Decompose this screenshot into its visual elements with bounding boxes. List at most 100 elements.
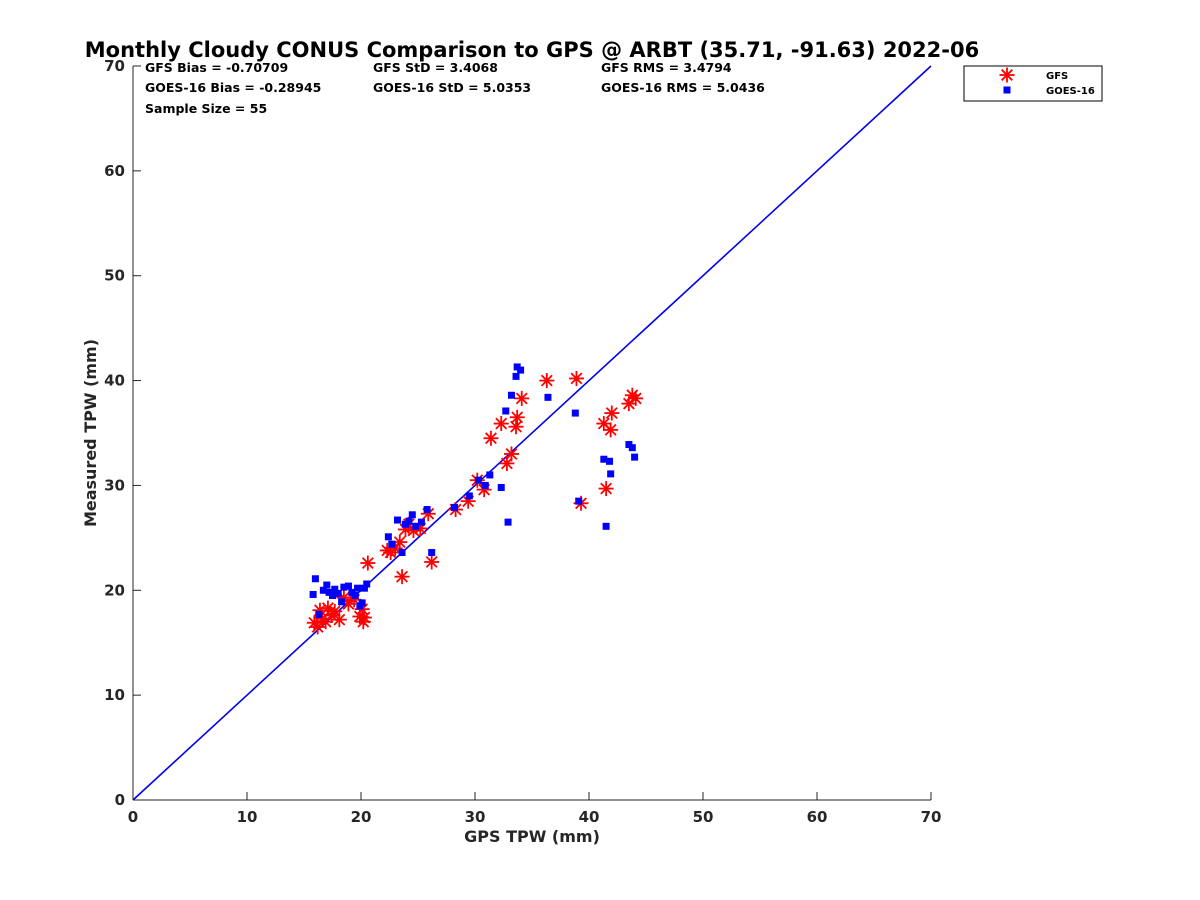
gfs-point (360, 555, 376, 571)
goes16-point (600, 455, 608, 463)
gfs-point (394, 569, 410, 585)
goes16-point (309, 590, 317, 598)
y-tick-label: 60 (104, 162, 125, 180)
goes16-point (502, 407, 510, 415)
x-tick-label: 0 (128, 808, 138, 826)
legend-goes-square (1003, 86, 1011, 94)
legend-gfs-marker (999, 67, 1015, 83)
legend-goes-marker (1003, 86, 1011, 94)
goes16-point (351, 592, 359, 600)
goes16-point (384, 533, 392, 541)
y-tick-label: 0 (115, 791, 125, 809)
goes16-point (388, 540, 396, 548)
gfs-point (331, 612, 347, 628)
stats-block: GFS Bias = -0.70709 GFS StD = 3.4068 GFS… (145, 60, 765, 116)
goes16-point (486, 471, 494, 479)
goes16-point (405, 517, 413, 525)
goes16-point (423, 506, 431, 514)
goes16-point (319, 586, 327, 594)
goes16-point (571, 409, 579, 417)
axis-ticks: 0 10 20 30 40 50 60 70 0 10 20 30 40 50 60 70 (104, 57, 941, 826)
goes16-point (474, 476, 482, 484)
goes16-point (512, 372, 520, 380)
goes16-point (329, 592, 336, 600)
goes16-point (358, 599, 366, 607)
goes16-point (481, 481, 489, 489)
goes-bias-text: GOES-16 Bias = -0.28945 (145, 80, 321, 95)
gfs-point (539, 373, 555, 389)
chart-title: Monthly Cloudy CONUS Comparison to GPS @… (85, 38, 979, 62)
goes16-point (517, 366, 525, 374)
gfs-point (514, 390, 530, 406)
x-tick-label: 30 (465, 808, 486, 826)
goes16-point (363, 580, 371, 588)
goes16-point (340, 583, 348, 591)
goes16-point (631, 453, 639, 461)
goes16-point (338, 598, 346, 606)
goes16-point (628, 444, 636, 452)
gfs-point (493, 416, 509, 432)
gfs-point (356, 610, 372, 626)
goes-rms-text: GOES-16 RMS = 5.0436 (601, 80, 765, 95)
goes16-point (311, 575, 319, 583)
sample-size-text: Sample Size = 55 (145, 101, 267, 116)
gfs-point (598, 481, 614, 497)
gfs-std-text: GFS StD = 3.4068 (373, 60, 498, 75)
goes16-point (408, 511, 416, 519)
x-tick-label: 50 (693, 808, 714, 826)
y-tick-label: 40 (104, 372, 125, 390)
goes16-point (507, 391, 515, 399)
gfs-point (568, 370, 584, 386)
goes16-point (544, 393, 552, 401)
goes16-point (354, 584, 362, 592)
goes16-point (334, 589, 342, 597)
goes16-point (602, 522, 610, 530)
one-to-one-line (132, 65, 932, 801)
goes16-point (417, 518, 425, 526)
legend: GFS GOES-16 (963, 65, 1103, 102)
gfs-point (509, 409, 525, 425)
goes16-point (450, 503, 458, 511)
y-tick-label: 20 (104, 581, 125, 599)
gfs-rms-text: GFS RMS = 3.4794 (601, 60, 732, 75)
gfs-point (628, 390, 644, 406)
goes16-point (504, 518, 512, 526)
goes16-point (323, 581, 331, 589)
legend-gfs-label: GFS (1046, 71, 1068, 82)
goes16-point (607, 470, 615, 478)
legend-gfs-asterisk (999, 67, 1015, 83)
x-tick-label: 40 (579, 808, 600, 826)
goes16-point (398, 549, 406, 557)
goes16-point (575, 497, 583, 505)
goes16-point (497, 484, 505, 492)
goes16-point (331, 585, 339, 593)
goes16-point (360, 584, 368, 592)
goes16-point (428, 549, 436, 557)
y-tick-label: 50 (104, 267, 125, 285)
gfs-point (483, 430, 499, 446)
gfs-point (424, 554, 440, 570)
gfs-point (392, 534, 408, 550)
data-points (306, 363, 644, 635)
x-tick-label: 70 (921, 808, 942, 826)
gfs-point (603, 422, 619, 438)
y-tick-label: 10 (104, 686, 125, 704)
x-axis-label: GPS TPW (mm) (464, 827, 600, 846)
x-tick-label: 20 (351, 808, 372, 826)
reference-line-group (132, 65, 932, 801)
goes16-point (606, 457, 614, 465)
gfs-point (503, 446, 519, 462)
goes-std-text: GOES-16 StD = 5.0353 (373, 80, 531, 95)
y-tick-label: 70 (104, 57, 125, 75)
goes16-point (412, 522, 420, 530)
gfs-point (499, 455, 515, 471)
goes16-point (393, 516, 401, 524)
x-tick-label: 60 (807, 808, 828, 826)
gfs-bias-text: GFS Bias = -0.70709 (145, 60, 288, 75)
x-tick-label: 10 (237, 808, 258, 826)
y-axis-label: Measured TPW (mm) (81, 339, 100, 527)
legend-goes-label: GOES-16 (1046, 86, 1095, 97)
y-tick-label: 30 (104, 476, 125, 494)
gfs-point (596, 416, 612, 432)
